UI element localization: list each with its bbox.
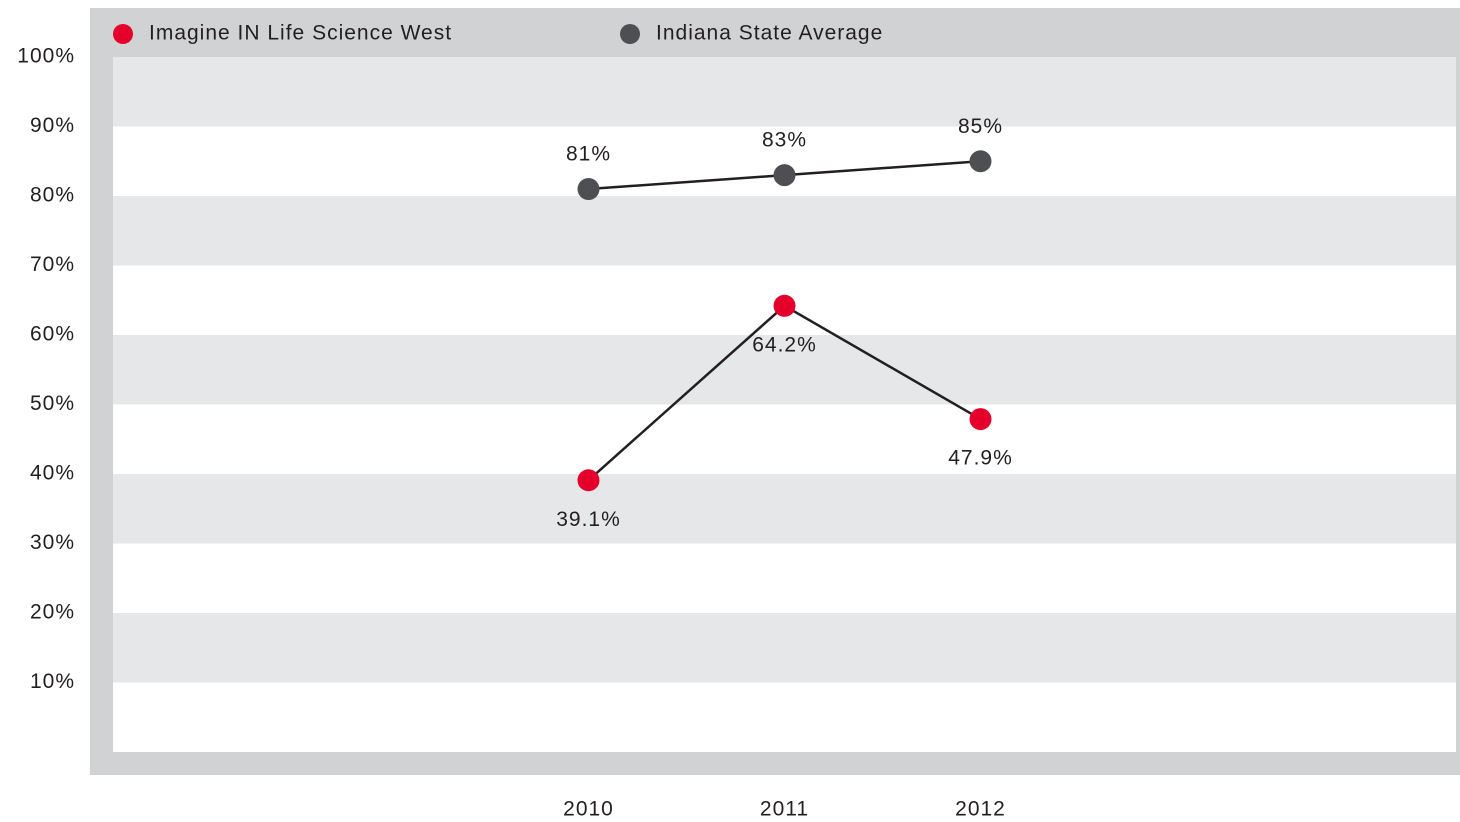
grid-band [113,474,1456,544]
data-label: 39.1% [556,508,621,531]
y-tick-label: 30% [30,531,75,554]
y-tick-label: 80% [30,184,75,207]
data-label: 64.2% [752,333,817,356]
grid-band [113,196,1456,266]
y-tick-label: 20% [30,601,75,624]
data-label: 85% [958,115,1003,138]
x-tick-label: 2012 [955,798,1006,821]
data-point [577,178,600,201]
y-tick-label: 60% [30,323,75,346]
data-point [969,408,992,431]
data-point [577,469,600,492]
data-label: 81% [566,143,611,166]
data-label: 83% [762,129,807,152]
y-tick-label: 90% [30,114,75,137]
y-tick-label: 40% [30,462,75,485]
x-tick-label: 2010 [563,798,614,821]
grid-band [113,613,1456,683]
grid-band [113,57,1456,127]
y-tick-label: 100% [17,45,75,68]
data-point [773,164,796,187]
legend-swatch [620,24,640,44]
grid-band [113,335,1456,405]
legend-swatch [113,24,133,44]
data-label: 47.9% [948,447,1013,470]
legend-label: Imagine IN Life Science West [149,22,452,45]
data-point [773,294,796,317]
legend-label: Indiana State Average [656,22,883,45]
x-tick-label: 2011 [760,798,809,821]
y-tick-label: 50% [30,392,75,415]
data-point [969,150,992,173]
y-tick-label: 70% [30,253,75,276]
y-tick-label: 10% [30,670,75,693]
